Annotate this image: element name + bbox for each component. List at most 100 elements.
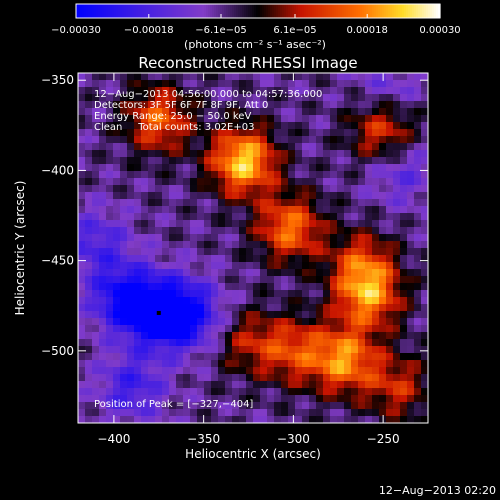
heatmap-cell <box>337 409 345 417</box>
heatmap-cell <box>421 108 428 116</box>
heatmap-cell <box>421 115 428 123</box>
heatmap-cell <box>197 73 205 81</box>
heatmap-cell <box>204 374 212 382</box>
heatmap-cell <box>183 220 191 228</box>
heatmap-cell <box>393 115 401 123</box>
heatmap-cell <box>288 388 296 396</box>
colorbar-segment <box>356 4 359 18</box>
heatmap-cell <box>141 115 149 123</box>
heatmap-cell <box>134 171 142 179</box>
heatmap-cell <box>302 157 310 165</box>
heatmap-cell <box>106 220 114 228</box>
heatmap-cell <box>309 108 317 116</box>
heatmap-cell <box>288 248 296 256</box>
heatmap-cell <box>92 248 100 256</box>
heatmap-cell <box>309 94 317 102</box>
heatmap-cell <box>218 395 226 403</box>
heatmap-cell <box>246 171 254 179</box>
heatmap-cell <box>92 318 100 326</box>
heatmap-cell <box>169 318 177 326</box>
heatmap-cell <box>85 262 93 270</box>
heatmap-cell <box>120 346 128 354</box>
heatmap-cell <box>260 262 268 270</box>
heatmap-cell <box>169 248 177 256</box>
heatmap-cell <box>400 129 408 137</box>
heatmap-cell <box>162 192 170 200</box>
heatmap-cell <box>190 164 198 172</box>
heatmap-cell <box>148 185 156 193</box>
heatmap-cell <box>323 402 331 410</box>
heatmap-cell <box>330 115 338 123</box>
heatmap-cell <box>134 164 142 172</box>
heatmap-cell <box>190 353 198 361</box>
heatmap-cell <box>302 283 310 291</box>
heatmap-cell <box>337 367 345 375</box>
heatmap-cell <box>309 150 317 158</box>
heatmap-cell <box>386 220 394 228</box>
heatmap-cell <box>246 297 254 305</box>
colorbar-segment <box>120 4 123 18</box>
heatmap-cell <box>288 136 296 144</box>
heatmap-cell <box>344 262 352 270</box>
heatmap-cell <box>99 339 107 347</box>
heatmap-cell <box>421 304 428 312</box>
heatmap-cell <box>120 353 128 361</box>
heatmap-cell <box>330 150 338 158</box>
heatmap-cell <box>414 199 422 207</box>
heatmap-cell <box>260 255 268 263</box>
heatmap-cell <box>253 283 261 291</box>
heatmap-cell <box>239 311 247 319</box>
heatmap-cell <box>414 290 422 298</box>
heatmap-cell <box>78 213 86 221</box>
heatmap-cell <box>197 87 205 95</box>
colorbar-segment <box>138 4 141 18</box>
heatmap-cell <box>127 318 135 326</box>
heatmap-cell <box>239 416 247 423</box>
colorbar-segment <box>190 4 193 18</box>
heatmap-cell <box>351 101 359 109</box>
heatmap-cell <box>295 353 303 361</box>
colorbar-segment <box>146 4 149 18</box>
heatmap-cell <box>134 80 142 88</box>
heatmap-cell <box>162 416 170 423</box>
heatmap-cell <box>204 290 212 298</box>
heatmap-cell <box>365 220 373 228</box>
heatmap-cell <box>99 276 107 284</box>
heatmap-cell <box>155 248 163 256</box>
heatmap-cell <box>99 297 107 305</box>
heatmap-cell <box>218 290 226 298</box>
heatmap-cell <box>274 73 282 81</box>
heatmap-cell <box>365 136 373 144</box>
heatmap-cell <box>204 87 212 95</box>
heatmap-cell <box>232 297 240 305</box>
heatmap-cell <box>197 374 205 382</box>
heatmap-cell <box>267 248 275 256</box>
heatmap-cell <box>344 381 352 389</box>
heatmap-cell <box>386 129 394 137</box>
heatmap-cell <box>379 136 387 144</box>
heatmap-cell <box>400 122 408 130</box>
heatmap-cell <box>134 143 142 151</box>
heatmap-cell <box>407 262 415 270</box>
colorbar-segment <box>368 4 371 18</box>
heatmap-cell <box>337 332 345 340</box>
heatmap-cell <box>372 178 380 186</box>
heatmap-cell <box>78 94 86 102</box>
colorbar-segment <box>242 4 245 18</box>
heatmap-cell <box>106 367 114 375</box>
y-axis-label: Heliocentric Y (arcsec) <box>13 181 27 316</box>
heatmap-cell <box>400 220 408 228</box>
heatmap-cell <box>120 297 128 305</box>
heatmap-cell <box>183 311 191 319</box>
heatmap-cell <box>372 213 380 221</box>
heatmap-cell <box>295 318 303 326</box>
heatmap-cell <box>211 353 219 361</box>
heatmap-cell <box>386 388 394 396</box>
heatmap-cell <box>113 164 121 172</box>
heatmap-cell <box>218 213 226 221</box>
heatmap-cell <box>134 157 142 165</box>
heatmap-cell <box>246 276 254 284</box>
heatmap-cell <box>120 269 128 277</box>
colorbar-segment <box>286 4 289 18</box>
heatmap-cell <box>127 248 135 256</box>
